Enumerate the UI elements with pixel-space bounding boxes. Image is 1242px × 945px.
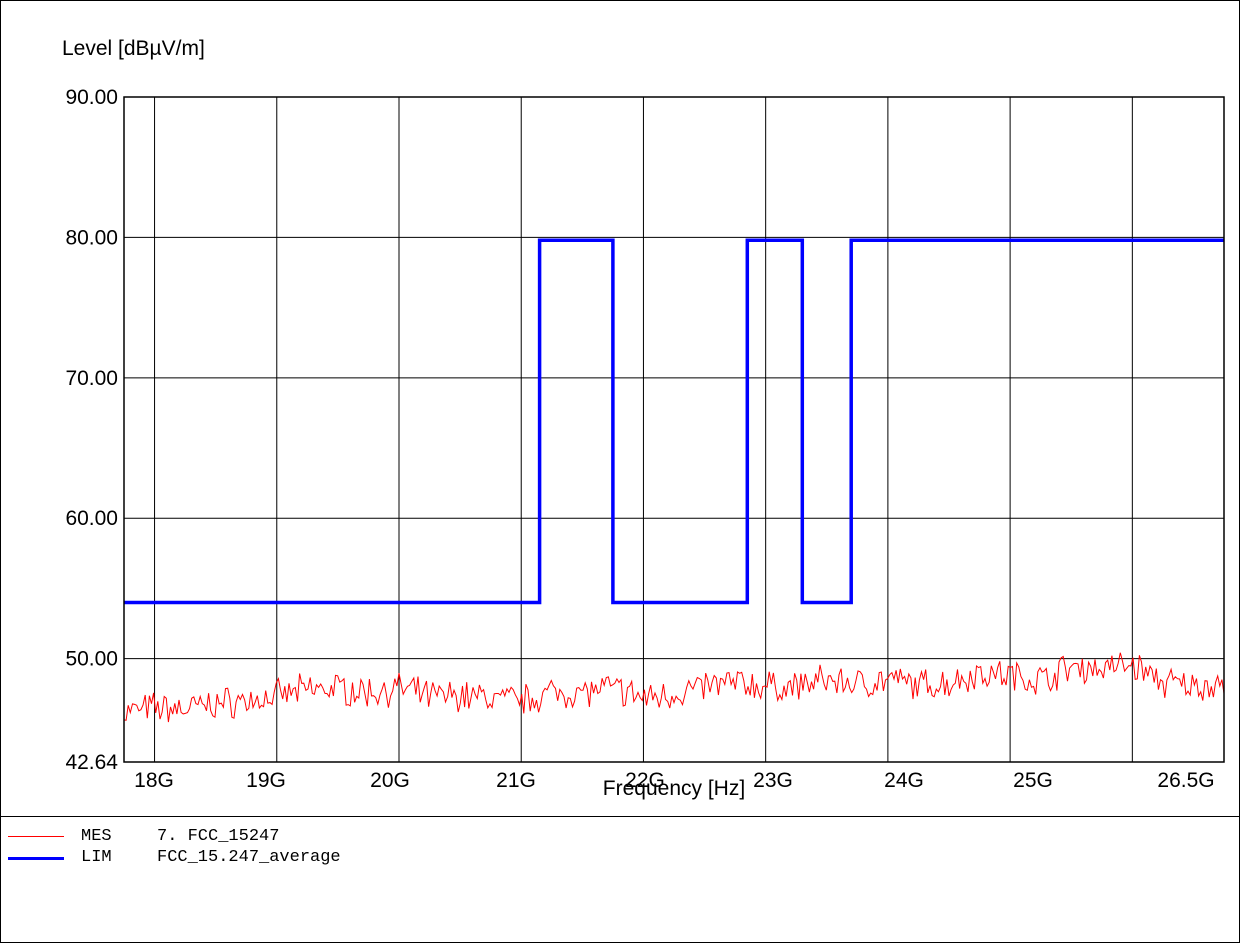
legend-divider	[0, 816, 1240, 817]
tick-labels: 90.00 80.00 70.00 60.00 50.00 42.64 18G 19G 20G 2…	[65, 86, 1214, 792]
x-tick-label: 26.5G	[1157, 769, 1214, 792]
x-tick-label: 24G	[884, 769, 924, 792]
grid	[124, 97, 1224, 762]
y-tick-label: 60.00	[65, 507, 118, 530]
legend-item-mes: MES 7. FCC_15247	[0, 826, 1240, 847]
y-tick-label: 70.00	[65, 367, 118, 390]
y-axis-label: Level [dBµV/m]	[62, 37, 205, 60]
legend: MES 7. FCC_15247 LIM FCC_15.247_average	[0, 826, 1240, 868]
y-tick-label: 90.00	[65, 86, 118, 109]
x-tick-label: 25G	[1013, 769, 1053, 792]
legend-item-lim: LIM FCC_15.247_average	[0, 847, 1240, 868]
legend-code: MES	[81, 827, 112, 846]
legend-series-name: 7. FCC_15247	[157, 827, 280, 846]
x-tick-label: 20G	[370, 769, 410, 792]
series-layer	[124, 238, 1224, 723]
x-tick-label: 23G	[753, 769, 793, 792]
legend-swatch-mes	[8, 836, 64, 837]
legend-series-name: FCC_15.247_average	[157, 848, 341, 867]
x-tick-label: 18G	[134, 769, 174, 792]
x-tick-label: 22G	[625, 769, 665, 792]
y-tick-label: 42.64	[65, 751, 118, 774]
series-line-lim	[124, 238, 1224, 605]
x-tick-label: 21G	[496, 769, 536, 792]
legend-swatch-lim	[8, 857, 64, 860]
x-tick-label: 19G	[246, 769, 286, 792]
series-line-mes	[124, 652, 1224, 723]
plot-area	[123, 96, 1225, 763]
y-tick-label: 50.00	[65, 648, 118, 671]
x-axis-label: Frequency [Hz]	[603, 777, 745, 800]
y-tick-label: 80.00	[65, 226, 118, 249]
legend-code: LIM	[81, 848, 112, 867]
